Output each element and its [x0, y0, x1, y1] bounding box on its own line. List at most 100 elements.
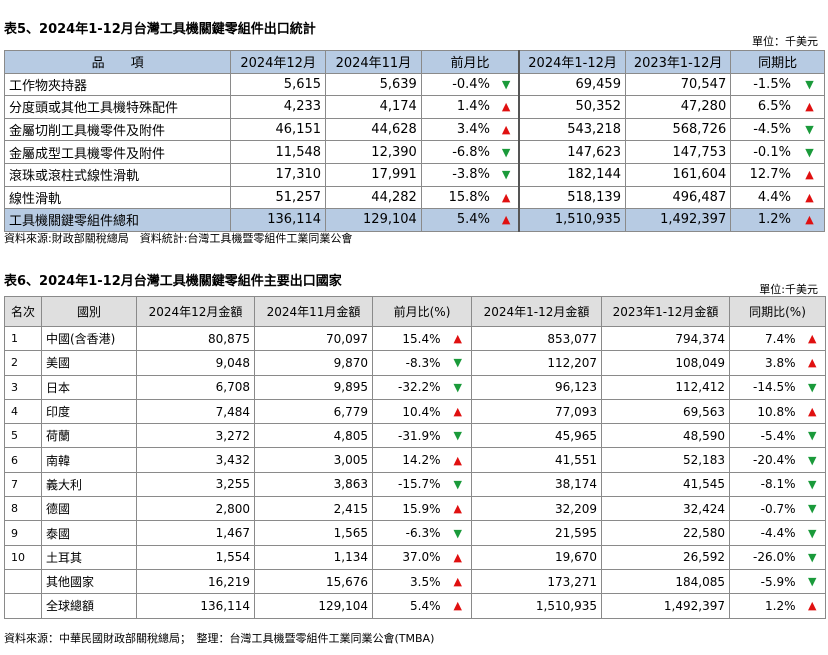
mom-pct: 5.4%	[372, 593, 445, 619]
down-arrow-icon: ▼	[493, 162, 520, 187]
mom-pct: -6.3%	[372, 520, 445, 546]
mom-pct: 15.9%	[372, 496, 445, 522]
mom-value: -3.8%	[420, 162, 494, 187]
up-arrow-icon: ▲	[799, 593, 826, 619]
ytd2023-value: 47,280	[624, 95, 732, 119]
up-arrow-icon: ▲	[799, 350, 826, 376]
country-name: 荷蘭	[41, 423, 137, 449]
table-row: 滾珠或滾柱式線性滑軌 17,310 17,991 -3.8% ▼ 182,144 161,6…	[3, 162, 825, 187]
rank-cell	[4, 568, 42, 595]
rank-cell: 6	[4, 447, 42, 473]
dec2024-amount: 3,432	[136, 447, 255, 473]
ytd2024-value: 518,139	[518, 185, 626, 210]
header-yoy-pct: 同期比(%)	[729, 296, 826, 327]
nov2024-amount: 2,415	[254, 496, 373, 522]
country-name: 美國	[41, 350, 137, 376]
ytd2024-amount: 96,123	[471, 374, 602, 400]
yoy-pct: -26.0%	[729, 544, 800, 570]
yoy-pct: 3.8%	[729, 350, 800, 376]
nov2024-value: 129,104	[325, 208, 422, 232]
up-arrow-icon: ▲	[493, 208, 520, 232]
table-row: 5 荷蘭 3,272 4,805 -31.9% ▼ 45,965 48,590 -5.4% ▼	[4, 423, 826, 449]
country-name: 義大利	[41, 471, 137, 498]
header-ytd2023-amount: 2023年1-12月金額	[601, 296, 730, 327]
table-row: 1 中國(含香港) 80,875 70,097 15.4% ▲ 853,077 794,374…	[4, 325, 826, 352]
up-arrow-icon: ▲	[444, 593, 472, 619]
nov2024-amount: 1,565	[254, 520, 373, 546]
up-arrow-icon: ▲	[444, 447, 472, 473]
mom-pct: 3.5%	[372, 568, 445, 595]
down-arrow-icon: ▼	[799, 447, 826, 473]
ytd2024-value: 147,623	[518, 140, 626, 164]
header-mom-pct: 前月比(%)	[372, 296, 472, 327]
mom-pct: 37.0%	[372, 544, 445, 570]
down-arrow-icon: ▼	[444, 520, 472, 546]
dec2024-amount: 16,219	[136, 568, 255, 595]
table2-unit: 單位:千美元	[759, 283, 818, 296]
country-name: 泰國	[41, 520, 137, 546]
nov2024-amount: 4,805	[254, 423, 373, 449]
mom-pct: 14.2%	[372, 447, 445, 473]
nov2024-amount: 3,863	[254, 471, 373, 498]
yoy-value: -1.5%	[730, 72, 795, 97]
ytd2024-amount: 38,174	[471, 471, 602, 498]
ytd2023-amount: 48,590	[601, 423, 730, 449]
dec2024-value: 4,233	[230, 95, 327, 119]
country-name: 南韓	[41, 447, 137, 473]
ytd2023-amount: 69,563	[601, 398, 730, 425]
ytd2023-amount: 22,580	[601, 520, 730, 546]
up-arrow-icon: ▲	[799, 398, 826, 425]
mom-pct: 15.4%	[372, 325, 445, 352]
up-arrow-icon: ▲	[794, 185, 825, 210]
header-country: 國別	[41, 296, 137, 327]
table-row: 3 日本 6,708 9,895 -32.2% ▼ 96,123 112,412 -14.5% ▼	[4, 374, 826, 400]
table-row: 6 南韓 3,432 3,005 14.2% ▲ 41,551 52,183 -20.4% ▼	[4, 447, 826, 473]
ytd2024-amount: 41,551	[471, 447, 602, 473]
yoy-value: -0.1%	[730, 140, 795, 164]
yoy-value: 6.5%	[730, 95, 795, 119]
down-arrow-icon: ▼	[493, 140, 520, 164]
mom-pct: -8.3%	[372, 350, 445, 376]
ytd2024-amount: 32,209	[471, 496, 602, 522]
ytd2024-value: 543,218	[518, 117, 626, 142]
down-arrow-icon: ▼	[799, 471, 826, 498]
ytd2023-amount: 52,183	[601, 447, 730, 473]
dec2024-amount: 6,708	[136, 374, 255, 400]
rank-cell: 9	[4, 520, 42, 546]
total-row: 工具機關鍵零組件總和 136,114 129,104 5.4% ▲ 1,510,935 1,…	[3, 208, 825, 232]
dec2024-value: 46,151	[230, 117, 327, 142]
dec2024-amount: 1,554	[136, 544, 255, 570]
dec2024-amount: 136,114	[136, 593, 255, 619]
dec2024-value: 51,257	[230, 185, 327, 210]
nov2024-amount: 15,676	[254, 568, 373, 595]
table-row: 其他國家 16,219 15,676 3.5% ▲ 173,271 184,085 -5.9%…	[4, 568, 826, 595]
table-row: 9 泰國 1,467 1,565 -6.3% ▼ 21,595 22,580 -4.4% ▼	[4, 520, 826, 546]
dec2024-amount: 2,800	[136, 496, 255, 522]
table-row: 金屬成型工具機零件及附件 11,548 12,390 -6.8% ▼ 147,623 147…	[3, 140, 825, 164]
nov2024-amount: 3,005	[254, 447, 373, 473]
ytd2023-amount: 1,492,397	[601, 593, 730, 619]
mom-pct: -32.2%	[372, 374, 445, 400]
item-name: 線性滑軌	[3, 185, 232, 210]
ytd2024-amount: 1,510,935	[471, 593, 602, 619]
down-arrow-icon: ▼	[794, 140, 825, 164]
down-arrow-icon: ▼	[799, 374, 826, 400]
table2-title: 表6、2024年1-12月台灣工具機關鍵零組件主要出口國家	[4, 274, 342, 289]
yoy-pct: 1.2%	[729, 593, 800, 619]
ytd2024-amount: 112,207	[471, 350, 602, 376]
up-arrow-icon: ▲	[444, 544, 472, 570]
header-dec2024-amount: 2024年12月金額	[136, 296, 255, 327]
header-ytd2024: 2024年1-12月	[518, 50, 626, 74]
ytd2023-amount: 794,374	[601, 325, 730, 352]
down-arrow-icon: ▼	[799, 520, 826, 546]
ytd2024-value: 182,144	[518, 162, 626, 187]
country-name: 德國	[41, 496, 137, 522]
country-name: 其他國家	[41, 568, 137, 595]
header-dec2024: 2024年12月	[230, 50, 327, 74]
nov2024-amount: 6,779	[254, 398, 373, 425]
ytd2023-amount: 112,412	[601, 374, 730, 400]
dec2024-amount: 1,467	[136, 520, 255, 546]
ytd2023-amount: 41,545	[601, 471, 730, 498]
nov2024-value: 44,282	[325, 185, 422, 210]
up-arrow-icon: ▲	[794, 208, 825, 232]
